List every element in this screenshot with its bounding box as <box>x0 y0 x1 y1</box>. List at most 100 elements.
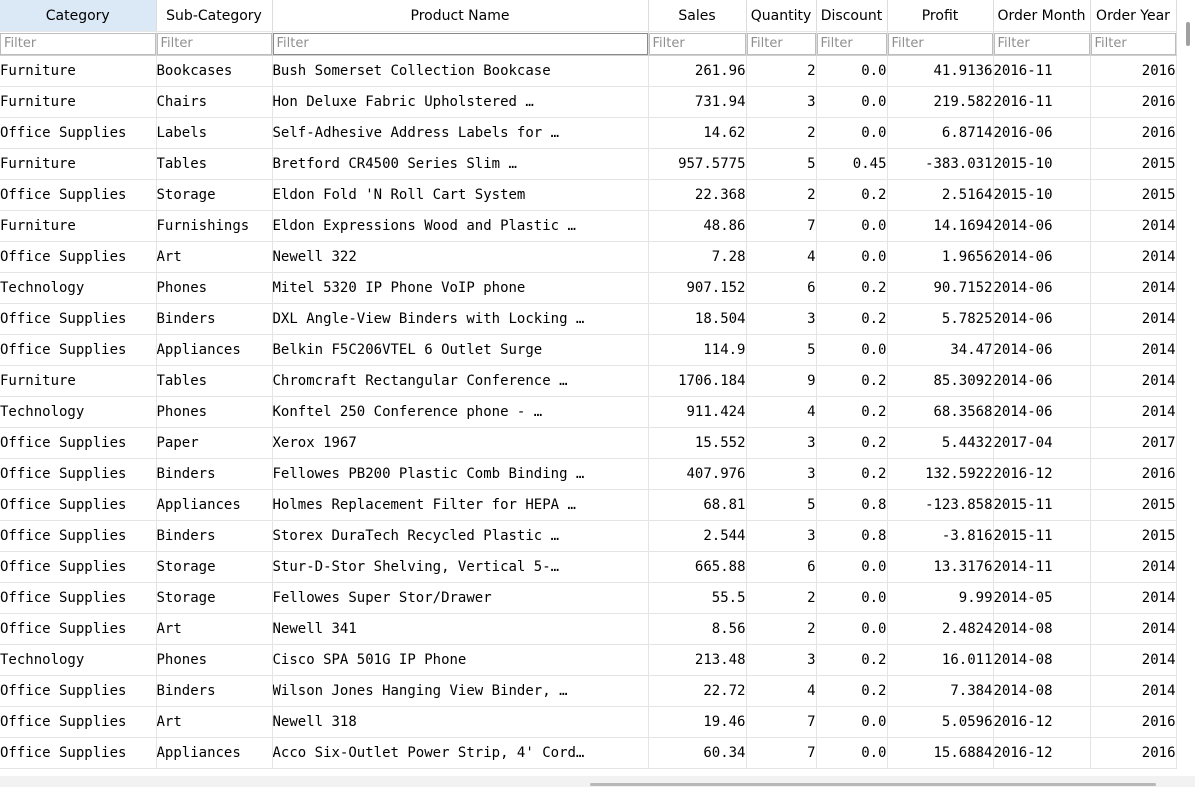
filter-input-sub-category[interactable] <box>156 32 271 55</box>
cell-order-month[interactable]: 2015-10 <box>993 179 1091 211</box>
filter-input-quantity[interactable] <box>746 32 815 55</box>
cell-sales[interactable]: 957.5775 <box>648 148 747 180</box>
table-row[interactable]: Office Supplies Binders Wilson Jones Hangi… <box>0 675 1177 707</box>
cell-order-year[interactable]: 2015 <box>1090 148 1177 180</box>
cell-quantity[interactable]: 5 <box>746 148 817 180</box>
cell-discount[interactable]: 0.0 <box>816 613 888 645</box>
column-header-profit[interactable]: Profit <box>887 0 994 32</box>
cell-quantity[interactable]: 2 <box>746 613 817 645</box>
table-row[interactable]: Furniture Tables Chromcraft Rectangular Co… <box>0 365 1177 397</box>
cell-discount[interactable]: 0.0 <box>816 737 888 769</box>
cell-order-month[interactable]: 2016-12 <box>993 706 1091 738</box>
cell-order-year[interactable]: 2014 <box>1090 241 1177 273</box>
cell-discount[interactable]: 0.0 <box>816 706 888 738</box>
cell-product-name[interactable]: Newell 318 <box>272 706 649 738</box>
cell-profit[interactable]: 15.6884 <box>887 737 994 769</box>
cell-quantity[interactable]: 3 <box>746 427 817 459</box>
vertical-scroll-thumb[interactable] <box>1186 22 1190 46</box>
cell-profit[interactable]: 13.3176 <box>887 551 994 583</box>
table-row[interactable]: Furniture Tables Bretford CR4500 Series Sl… <box>0 148 1177 180</box>
cell-discount[interactable]: 0.2 <box>816 365 888 397</box>
cell-category[interactable]: Office Supplies <box>0 241 157 273</box>
table-row[interactable]: Office Supplies Art Newell 341 8.56 2 0.0 2.48… <box>0 613 1177 645</box>
cell-product-name[interactable]: Holmes Replacement Filter for HEPA … <box>272 489 649 521</box>
cell-product-name[interactable]: Storex DuraTech Recycled Plastic … <box>272 520 649 552</box>
cell-quantity[interactable]: 3 <box>746 644 817 676</box>
cell-sales[interactable]: 114.9 <box>648 334 747 366</box>
cell-product-name[interactable]: Eldon Expressions Wood and Plastic … <box>272 210 649 242</box>
cell-order-month[interactable]: 2014-06 <box>993 334 1091 366</box>
cell-sub-category[interactable]: Phones <box>156 644 273 676</box>
table-row[interactable]: Technology Phones Konftel 250 Conference p… <box>0 396 1177 428</box>
cell-quantity[interactable]: 4 <box>746 396 817 428</box>
cell-order-year[interactable]: 2015 <box>1090 520 1177 552</box>
cell-profit[interactable]: 41.9136 <box>887 55 994 87</box>
table-row[interactable]: Furniture Bookcases Bush Somerset Collecti… <box>0 55 1177 87</box>
filter-input-product-name[interactable] <box>272 32 647 55</box>
horizontal-scrollbar[interactable] <box>0 776 1181 787</box>
cell-sub-category[interactable]: Binders <box>156 520 273 552</box>
cell-order-year[interactable]: 2016 <box>1090 55 1177 87</box>
cell-discount[interactable]: 0.0 <box>816 117 888 149</box>
cell-product-name[interactable]: Stur-D-Stor Shelving, Vertical 5-… <box>272 551 649 583</box>
cell-sales[interactable]: 213.48 <box>648 644 747 676</box>
cell-order-month[interactable]: 2017-04 <box>993 427 1091 459</box>
filter-input-order-month[interactable] <box>993 32 1089 55</box>
column-header-sub-category[interactable]: Sub-Category <box>156 0 273 32</box>
cell-sub-category[interactable]: Binders <box>156 675 273 707</box>
cell-quantity[interactable]: 6 <box>746 272 817 304</box>
cell-product-name[interactable]: Konftel 250 Conference phone - … <box>272 396 649 428</box>
cell-discount[interactable]: 0.0 <box>816 241 888 273</box>
vertical-scrollbar[interactable] <box>1181 0 1195 775</box>
cell-order-month[interactable]: 2014-05 <box>993 582 1091 614</box>
filter-input-discount[interactable] <box>816 32 886 55</box>
cell-discount[interactable]: 0.0 <box>816 210 888 242</box>
cell-discount[interactable]: 0.2 <box>816 396 888 428</box>
cell-discount[interactable]: 0.0 <box>816 582 888 614</box>
cell-category[interactable]: Office Supplies <box>0 582 157 614</box>
cell-sub-category[interactable]: Labels <box>156 117 273 149</box>
cell-order-month[interactable]: 2015-10 <box>993 148 1091 180</box>
cell-profit[interactable]: 5.0596 <box>887 706 994 738</box>
cell-product-name[interactable]: Mitel 5320 IP Phone VoIP phone <box>272 272 649 304</box>
cell-order-year[interactable]: 2014 <box>1090 644 1177 676</box>
cell-sub-category[interactable]: Chairs <box>156 86 273 118</box>
table-row[interactable]: Office Supplies Art Newell 322 7.28 4 0.0 1.96… <box>0 241 1177 273</box>
cell-quantity[interactable]: 2 <box>746 582 817 614</box>
cell-product-name[interactable]: Bush Somerset Collection Bookcase <box>272 55 649 87</box>
cell-profit[interactable]: -123.858 <box>887 489 994 521</box>
cell-sales[interactable]: 18.504 <box>648 303 747 335</box>
cell-profit[interactable]: 1.9656 <box>887 241 994 273</box>
cell-sub-category[interactable]: Bookcases <box>156 55 273 87</box>
cell-order-month[interactable]: 2016-06 <box>993 117 1091 149</box>
column-header-quantity[interactable]: Quantity <box>746 0 817 32</box>
table-row[interactable]: Office Supplies Binders DXL Angle-View Bin… <box>0 303 1177 335</box>
cell-sales[interactable]: 19.46 <box>648 706 747 738</box>
cell-quantity[interactable]: 5 <box>746 489 817 521</box>
cell-product-name[interactable]: Chromcraft Rectangular Conference … <box>272 365 649 397</box>
cell-category[interactable]: Office Supplies <box>0 520 157 552</box>
cell-profit[interactable]: 2.4824 <box>887 613 994 645</box>
cell-sales[interactable]: 7.28 <box>648 241 747 273</box>
cell-product-name[interactable]: Newell 341 <box>272 613 649 645</box>
cell-profit[interactable]: 90.7152 <box>887 272 994 304</box>
cell-quantity[interactable]: 5 <box>746 334 817 366</box>
cell-sales[interactable]: 55.5 <box>648 582 747 614</box>
cell-quantity[interactable]: 3 <box>746 520 817 552</box>
cell-order-month[interactable]: 2014-06 <box>993 303 1091 335</box>
cell-product-name[interactable]: Cisco SPA 501G IP Phone <box>272 644 649 676</box>
cell-order-year[interactable]: 2016 <box>1090 86 1177 118</box>
cell-quantity[interactable]: 3 <box>746 458 817 490</box>
cell-quantity[interactable]: 7 <box>746 737 817 769</box>
cell-category[interactable]: Furniture <box>0 86 157 118</box>
cell-order-month[interactable]: 2014-08 <box>993 675 1091 707</box>
filter-input-order-year[interactable] <box>1090 32 1175 55</box>
cell-quantity[interactable]: 7 <box>746 210 817 242</box>
cell-category[interactable]: Technology <box>0 644 157 676</box>
cell-sub-category[interactable]: Phones <box>156 272 273 304</box>
cell-profit[interactable]: -383.031 <box>887 148 994 180</box>
filter-input-profit[interactable] <box>887 32 992 55</box>
table-row[interactable]: Office Supplies Storage Stur-D-Stor Shelvi… <box>0 551 1177 583</box>
cell-sub-category[interactable]: Phones <box>156 396 273 428</box>
cell-sub-category[interactable]: Furnishings <box>156 210 273 242</box>
